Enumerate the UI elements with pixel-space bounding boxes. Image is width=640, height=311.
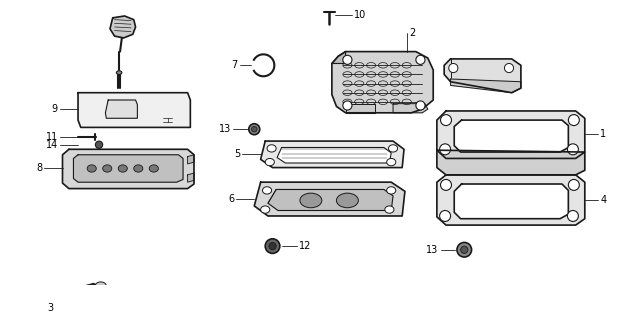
- Ellipse shape: [267, 145, 276, 152]
- Text: 4: 4: [600, 194, 607, 205]
- Ellipse shape: [385, 206, 394, 213]
- Polygon shape: [188, 155, 194, 164]
- Polygon shape: [393, 104, 428, 113]
- Polygon shape: [63, 149, 194, 188]
- Polygon shape: [346, 104, 375, 113]
- Ellipse shape: [416, 55, 425, 64]
- Polygon shape: [437, 175, 585, 225]
- Ellipse shape: [568, 179, 579, 190]
- Ellipse shape: [116, 71, 122, 74]
- Polygon shape: [254, 182, 405, 216]
- Ellipse shape: [387, 158, 396, 166]
- Ellipse shape: [387, 187, 396, 194]
- Ellipse shape: [265, 239, 280, 253]
- Ellipse shape: [440, 179, 451, 190]
- Polygon shape: [188, 173, 194, 182]
- Ellipse shape: [87, 165, 96, 172]
- Polygon shape: [74, 155, 183, 182]
- Text: 3: 3: [47, 303, 53, 311]
- Ellipse shape: [102, 165, 112, 172]
- Ellipse shape: [95, 141, 102, 148]
- Text: 1: 1: [600, 129, 607, 139]
- Polygon shape: [444, 59, 521, 93]
- Ellipse shape: [440, 144, 451, 155]
- Ellipse shape: [262, 187, 271, 194]
- Text: 7: 7: [232, 60, 238, 70]
- Ellipse shape: [118, 165, 127, 172]
- Text: 13: 13: [219, 124, 232, 134]
- Text: 2: 2: [410, 28, 416, 38]
- Ellipse shape: [504, 63, 513, 72]
- Text: 8: 8: [36, 164, 42, 174]
- Ellipse shape: [461, 246, 468, 253]
- Text: 9: 9: [52, 104, 58, 114]
- Polygon shape: [437, 150, 585, 175]
- Ellipse shape: [249, 124, 260, 135]
- Ellipse shape: [134, 165, 143, 172]
- Polygon shape: [454, 184, 568, 219]
- Polygon shape: [437, 111, 585, 158]
- Polygon shape: [79, 284, 164, 311]
- Ellipse shape: [95, 282, 106, 289]
- Polygon shape: [268, 189, 393, 211]
- Ellipse shape: [269, 243, 276, 250]
- Ellipse shape: [260, 206, 270, 213]
- Ellipse shape: [457, 243, 472, 257]
- Ellipse shape: [568, 211, 579, 221]
- Ellipse shape: [343, 101, 352, 110]
- Ellipse shape: [337, 193, 358, 208]
- Polygon shape: [110, 16, 136, 38]
- Ellipse shape: [343, 55, 352, 64]
- Text: 5: 5: [234, 149, 241, 159]
- Polygon shape: [454, 120, 568, 152]
- Ellipse shape: [265, 158, 275, 166]
- Ellipse shape: [388, 145, 397, 152]
- Text: 6: 6: [228, 194, 234, 204]
- Polygon shape: [332, 52, 433, 113]
- Text: 12: 12: [299, 241, 312, 251]
- Ellipse shape: [440, 211, 451, 221]
- Polygon shape: [277, 147, 391, 163]
- Ellipse shape: [252, 127, 257, 132]
- Polygon shape: [106, 100, 138, 118]
- Ellipse shape: [440, 115, 451, 126]
- Ellipse shape: [568, 115, 579, 126]
- Text: 11: 11: [45, 132, 58, 142]
- Ellipse shape: [568, 144, 579, 155]
- Polygon shape: [451, 79, 521, 93]
- Ellipse shape: [416, 101, 425, 110]
- Ellipse shape: [449, 63, 458, 72]
- Ellipse shape: [149, 165, 158, 172]
- Text: 13: 13: [426, 245, 438, 255]
- Ellipse shape: [300, 193, 322, 208]
- Polygon shape: [332, 52, 346, 63]
- Text: 10: 10: [354, 10, 366, 20]
- Polygon shape: [260, 141, 404, 168]
- Text: 14: 14: [45, 140, 58, 150]
- Polygon shape: [78, 93, 190, 128]
